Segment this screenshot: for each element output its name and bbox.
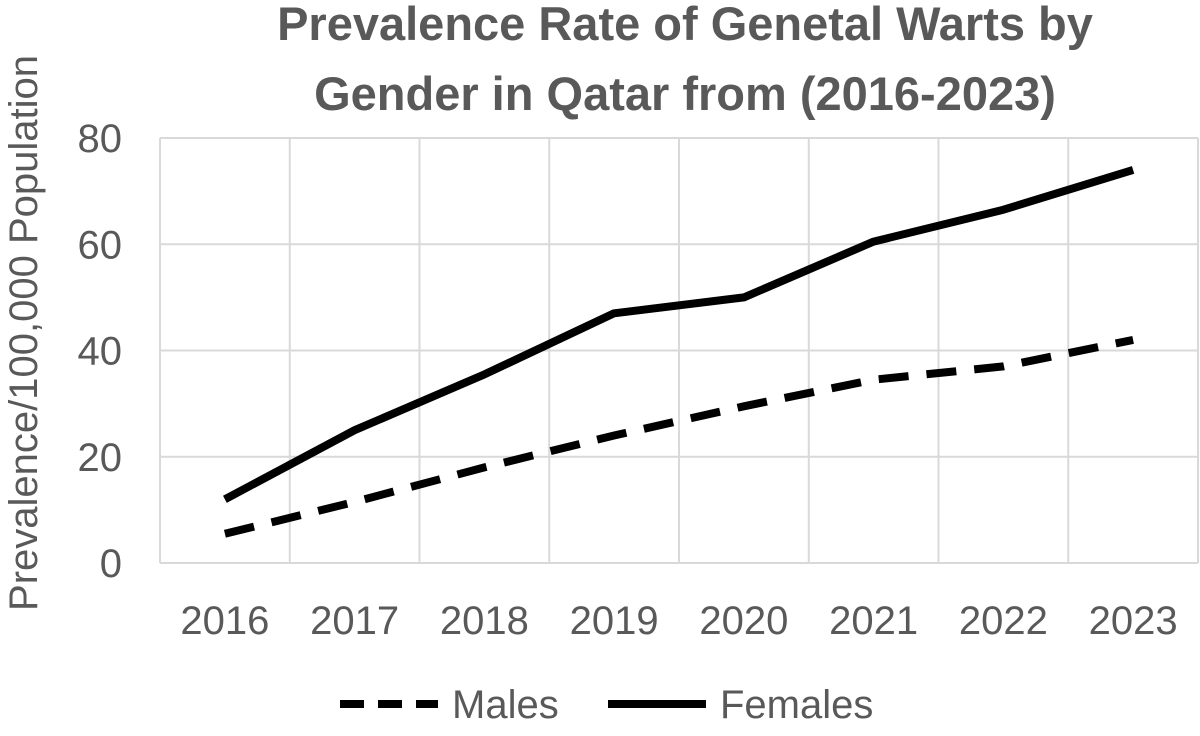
series-lines bbox=[223, 166, 1135, 538]
legend-label-males: Males bbox=[452, 683, 559, 727]
x-tick-label: 2021 bbox=[829, 599, 918, 643]
x-tick-label: 2022 bbox=[959, 599, 1048, 643]
y-axis-ticks: 0 20 40 60 80 bbox=[78, 117, 123, 586]
x-tick-label: 2018 bbox=[440, 599, 529, 643]
x-tick-label: 2016 bbox=[180, 599, 269, 643]
y-tick-label: 80 bbox=[78, 117, 123, 161]
series-line-males bbox=[223, 335, 1134, 538]
y-axis-label: Prevalence/100,000 Population bbox=[2, 55, 46, 611]
legend: Males Females bbox=[340, 683, 873, 727]
x-tick-label: 2019 bbox=[570, 599, 659, 643]
y-tick-label: 40 bbox=[78, 330, 123, 374]
x-axis-ticks: 2016 2017 2018 2019 2020 2021 2022 2023 bbox=[180, 599, 1177, 643]
y-tick-label: 60 bbox=[78, 223, 123, 267]
x-tick-label: 2017 bbox=[310, 599, 399, 643]
x-tick-label: 2020 bbox=[699, 599, 788, 643]
chart-title: Prevalence Rate of Genetal Warts by Gend… bbox=[277, 0, 1093, 120]
chart-title-line-1: Prevalence Rate of Genetal Warts by bbox=[277, 0, 1093, 50]
x-tick-label: 2023 bbox=[1089, 599, 1178, 643]
series-line-females bbox=[223, 166, 1135, 503]
y-tick-label: 0 bbox=[100, 542, 122, 586]
y-tick-label: 20 bbox=[78, 436, 123, 480]
legend-label-females: Females bbox=[720, 683, 873, 727]
chart-title-line-2: Gender in Qatar from (2016-2023) bbox=[314, 67, 1056, 120]
